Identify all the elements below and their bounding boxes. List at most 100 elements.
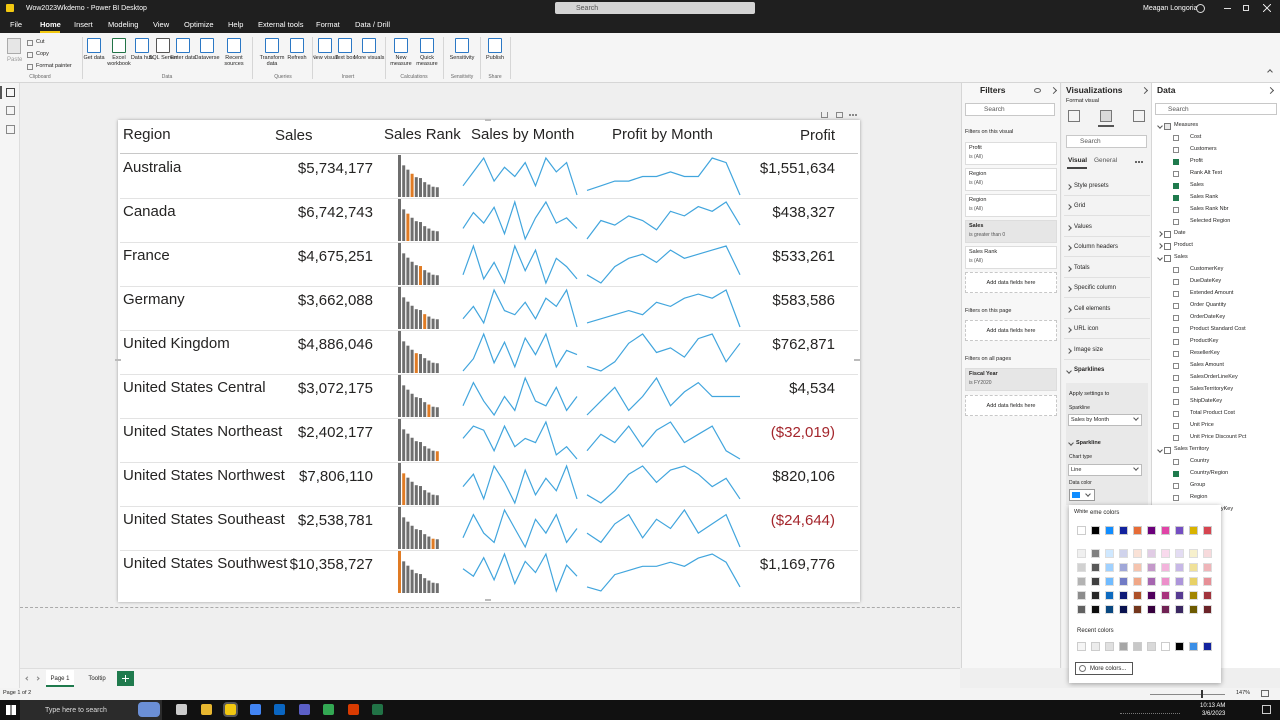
data-field[interactable]: Profit xyxy=(1190,158,1203,164)
shade-swatch[interactable] xyxy=(1077,577,1086,586)
field-checkbox[interactable] xyxy=(1173,363,1179,369)
theme-swatch[interactable] xyxy=(1203,526,1212,535)
ribbon-tab[interactable]: Help xyxy=(228,20,244,29)
ribbon-button[interactable]: Get data xyxy=(83,55,105,61)
field-checkbox[interactable] xyxy=(1173,147,1179,153)
theme-swatch[interactable] xyxy=(1175,526,1184,535)
shade-swatch[interactable] xyxy=(1161,549,1170,558)
shade-swatch[interactable] xyxy=(1175,577,1184,586)
visual-header-more[interactable] xyxy=(849,114,857,116)
search-box[interactable] xyxy=(555,2,755,14)
data-field[interactable]: Sales xyxy=(1190,182,1204,188)
ribbon-button[interactable]: Enter data xyxy=(170,55,196,61)
format-section[interactable]: Totals xyxy=(1074,265,1090,271)
data-field[interactable]: ProductKey xyxy=(1190,338,1219,344)
field-checkbox[interactable] xyxy=(1173,159,1179,165)
taskbar-app[interactable] xyxy=(223,702,238,717)
view-icon[interactable] xyxy=(6,106,15,115)
data-field[interactable]: Sales Amount xyxy=(1190,362,1224,368)
shade-swatch[interactable] xyxy=(1175,563,1184,572)
shade-swatch[interactable] xyxy=(1133,563,1142,572)
format-section[interactable]: URL icon xyxy=(1074,326,1099,332)
shade-swatch[interactable] xyxy=(1119,591,1128,600)
shade-swatch[interactable] xyxy=(1189,549,1198,558)
filter-card[interactable] xyxy=(965,246,1057,269)
ribbon-tab[interactable]: Optimize xyxy=(184,20,214,29)
data-field[interactable]: SalesTerritoryKey xyxy=(1190,386,1234,392)
shade-swatch[interactable] xyxy=(1147,563,1156,572)
shade-swatch[interactable] xyxy=(1091,605,1100,614)
clipboard-button[interactable]: Cut xyxy=(36,39,45,45)
ribbon-tab[interactable]: External tools xyxy=(258,20,304,29)
add-fields-box[interactable] xyxy=(965,272,1057,293)
field-checkbox[interactable] xyxy=(1173,375,1179,381)
field-checkbox[interactable] xyxy=(1173,399,1179,405)
data-field[interactable]: SalesOrderLineKey xyxy=(1190,374,1238,380)
data-field[interactable]: ResellerKey xyxy=(1190,350,1220,356)
format-section[interactable]: Column headers xyxy=(1074,244,1119,250)
taskbar-app[interactable] xyxy=(274,704,285,715)
data-field[interactable]: Country/Region xyxy=(1190,470,1229,476)
filter-card[interactable] xyxy=(965,220,1057,243)
data-field[interactable]: Cost xyxy=(1190,134,1202,140)
data-field[interactable]: Region xyxy=(1190,494,1208,500)
maximize[interactable] xyxy=(1243,5,1249,11)
data-field[interactable]: OrderDateKey xyxy=(1190,314,1226,320)
taskbar-app[interactable] xyxy=(298,704,310,715)
shade-swatch[interactable] xyxy=(1091,591,1100,600)
field-checkbox[interactable] xyxy=(1173,459,1179,465)
field-checkbox[interactable] xyxy=(1173,303,1179,309)
format-section[interactable]: Specific column xyxy=(1074,285,1117,291)
data-field[interactable]: Extended Amount xyxy=(1190,290,1234,296)
page-tab[interactable] xyxy=(46,670,74,687)
ribbon-button[interactable]: Publish xyxy=(485,55,505,61)
shade-swatch[interactable] xyxy=(1133,577,1142,586)
format-tab[interactable]: General xyxy=(1094,157,1118,164)
field-checkbox[interactable] xyxy=(1173,411,1179,417)
data-field[interactable]: Unit Price xyxy=(1190,422,1214,428)
ribbon-button[interactable]: SQL Server xyxy=(148,55,178,61)
data-field[interactable]: CustomerKey xyxy=(1190,266,1224,272)
shade-swatch[interactable] xyxy=(1077,549,1086,558)
field-checkbox[interactable] xyxy=(1173,219,1179,225)
ribbon-tab[interactable]: View xyxy=(153,20,170,29)
shade-swatch[interactable] xyxy=(1189,605,1198,614)
shade-swatch[interactable] xyxy=(1077,591,1086,600)
add-fields-box[interactable] xyxy=(965,320,1057,341)
recent-swatch[interactable] xyxy=(1147,642,1156,651)
theme-swatch[interactable] xyxy=(1161,526,1170,535)
shade-swatch[interactable] xyxy=(1189,591,1198,600)
field-checkbox[interactable] xyxy=(1173,291,1179,297)
ribbon-button[interactable]: Sensitivity xyxy=(449,55,475,61)
theme-swatch[interactable] xyxy=(1119,526,1128,535)
ribbon-button[interactable]: New visual xyxy=(311,55,339,61)
field-checkbox[interactable] xyxy=(1173,351,1179,357)
ribbon-tab[interactable]: Modeling xyxy=(108,20,139,29)
format-tab-more[interactable] xyxy=(1135,161,1143,163)
more-colors-button[interactable] xyxy=(1075,662,1133,675)
filter-card[interactable] xyxy=(965,194,1057,217)
data-field[interactable]: Sales Rank xyxy=(1190,194,1219,200)
taskbar-app[interactable] xyxy=(249,704,261,715)
field-checkbox[interactable] xyxy=(1173,207,1179,213)
shade-swatch[interactable] xyxy=(1203,591,1212,600)
shade-swatch[interactable] xyxy=(1175,605,1184,614)
field-checkbox[interactable] xyxy=(1173,171,1179,177)
shade-swatch[interactable] xyxy=(1161,591,1170,600)
ribbon-button[interactable]: Transform data xyxy=(259,55,285,68)
data-field[interactable]: Total Product Cost xyxy=(1190,410,1235,416)
shade-swatch[interactable] xyxy=(1133,591,1142,600)
filters-search-box[interactable] xyxy=(965,103,1055,116)
field-checkbox[interactable] xyxy=(1173,435,1179,441)
taskbar-app[interactable] xyxy=(347,704,359,715)
data-field[interactable]: Customers xyxy=(1190,146,1217,152)
format-section[interactable]: Cell elements xyxy=(1074,306,1111,312)
recent-swatch[interactable] xyxy=(1105,642,1114,651)
theme-swatch[interactable] xyxy=(1105,526,1114,535)
ribbon-button[interactable]: Recent sources xyxy=(224,55,244,68)
viz-search-box[interactable] xyxy=(1066,135,1147,148)
shade-swatch[interactable] xyxy=(1119,549,1128,558)
ribbon-tab[interactable]: Data / Drill xyxy=(355,20,391,29)
ribbon-tab[interactable]: Insert xyxy=(74,20,93,29)
field-checkbox[interactable] xyxy=(1173,495,1179,501)
